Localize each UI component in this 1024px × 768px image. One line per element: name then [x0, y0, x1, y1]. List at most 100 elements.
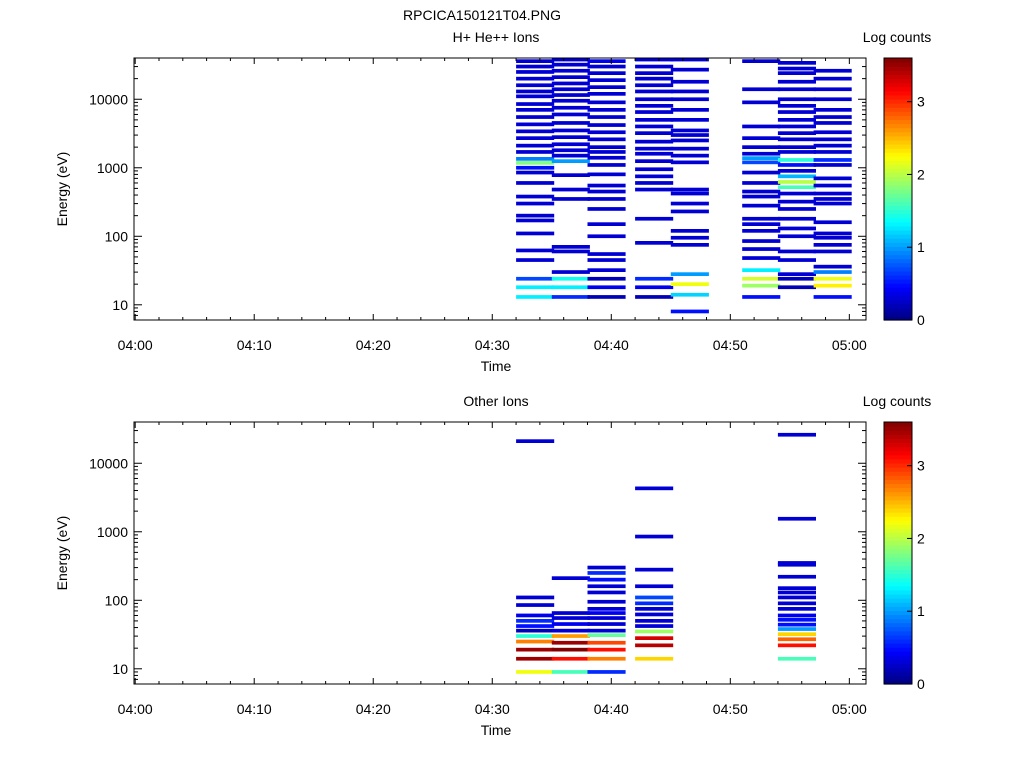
- colorbar-segment: [884, 131, 912, 137]
- heatmap-cell: [551, 647, 590, 652]
- heatmap-cell: [516, 613, 555, 618]
- heatmap-cell: [742, 229, 781, 233]
- colorbar-segment: [884, 565, 912, 570]
- heatmap-cell: [635, 534, 674, 539]
- colorbar-segment: [884, 462, 912, 468]
- colorbar-segment: [884, 479, 912, 484]
- heatmap-cell: [813, 68, 852, 73]
- heatmap-cell: [777, 627, 816, 631]
- heatmap-cell: [516, 276, 555, 281]
- colorbar-segment: [884, 209, 912, 215]
- heatmap-cell: [813, 87, 852, 92]
- x-tick-label: 04:40: [594, 701, 629, 717]
- heatmap-cell: [742, 145, 781, 149]
- heatmap-cell: [777, 613, 816, 618]
- heatmap-cell: [670, 128, 709, 133]
- heatmap-cell: [551, 249, 590, 254]
- heatmap-cell: [516, 157, 555, 161]
- x-tick-label: 04:00: [118, 701, 153, 717]
- panel-2: 04:00 04:10 04:20 04:30 04:40 04:50 05:0010100…: [54, 393, 931, 738]
- heatmap-cell: [587, 607, 626, 611]
- heatmap-cell: [635, 167, 674, 172]
- heatmap-cell: [635, 131, 674, 135]
- heatmap-cell: [551, 87, 590, 92]
- heatmap-cell: [742, 283, 781, 288]
- heatmap-cell: [670, 108, 709, 112]
- heatmap-cell: [777, 71, 816, 75]
- heatmap-cell: [742, 160, 781, 165]
- heatmap-cell: [777, 617, 816, 622]
- heatmap-cell: [551, 62, 590, 67]
- x-tick-label: 04:00: [118, 337, 153, 353]
- heatmap-cell: [516, 83, 555, 88]
- heatmap-cell: [777, 79, 816, 84]
- colorbar-segment: [884, 66, 912, 71]
- heatmap-cell: [670, 97, 709, 102]
- heatmap-cell: [742, 239, 781, 243]
- heatmap-cell: [551, 173, 590, 177]
- heatmap-cell: [813, 276, 852, 281]
- heatmap-cell: [635, 567, 674, 572]
- heatmap-cell: [587, 78, 626, 82]
- heatmap-cell: [742, 222, 781, 226]
- heatmap-cells: [516, 58, 852, 314]
- colorbar-segment: [884, 74, 912, 80]
- heatmap-cell: [516, 258, 555, 262]
- heatmap-cell: [516, 115, 555, 119]
- heatmap-cell: [516, 295, 555, 299]
- colorbar-segment: [884, 569, 912, 575]
- heatmap-cell: [813, 197, 852, 201]
- heatmap-cell: [516, 165, 555, 170]
- colorbar-segment: [884, 471, 912, 476]
- heatmap-cell: [516, 628, 555, 633]
- x-tick-label: 04:30: [475, 701, 510, 717]
- heatmap-cell: [777, 632, 816, 636]
- heatmap-cell: [670, 235, 709, 240]
- heatmap-cell: [587, 189, 626, 194]
- heatmap-cell: [635, 83, 674, 88]
- colorbar-segment: [884, 254, 912, 260]
- heatmap-cell: [587, 565, 626, 570]
- heatmap-cell: [551, 98, 590, 103]
- heatmap-cell: [551, 142, 590, 147]
- heatmap-cell: [742, 156, 781, 160]
- heatmap-cell: [777, 207, 816, 211]
- colorbar-segment: [884, 119, 912, 125]
- heatmap-cell: [777, 180, 816, 184]
- heatmap-cell: [742, 59, 781, 63]
- colorbar-segment: [884, 495, 912, 501]
- heatmap-cell: [670, 201, 709, 206]
- colorbar-segment: [884, 107, 912, 112]
- heatmap-cell: [670, 118, 709, 122]
- heatmap-cell: [635, 285, 674, 290]
- colorbar-segment: [884, 634, 912, 640]
- heatmap-cell: [635, 636, 674, 640]
- colorbar-segment: [884, 135, 912, 141]
- heatmap-cell: [813, 176, 852, 181]
- heatmap-cell: [635, 643, 674, 648]
- heatmap-cell: [587, 571, 626, 575]
- colorbar-segment: [884, 160, 912, 166]
- x-tick-label: 04:40: [594, 337, 629, 353]
- heatmap-cell: [635, 118, 674, 122]
- heatmap-cell: [777, 124, 816, 129]
- colorbar-segment: [884, 164, 912, 170]
- y-axis-label: Energy (eV): [54, 152, 70, 227]
- heatmap-cell: [587, 123, 626, 127]
- heatmap-cell: [516, 248, 555, 253]
- heatmap-cell: [742, 87, 781, 92]
- colorbar-segment: [884, 197, 912, 202]
- heatmap-cell: [813, 295, 852, 299]
- heatmap-cell: [516, 89, 555, 94]
- colorbar-segment: [884, 610, 912, 615]
- heatmap-cell: [587, 115, 626, 119]
- heatmap-cell: [635, 71, 674, 75]
- heatmap-cell: [587, 628, 626, 633]
- heatmap-cell: [670, 292, 709, 297]
- colorbar-segment: [884, 573, 912, 579]
- heatmap-cell: [777, 234, 816, 239]
- colorbar-segment: [884, 647, 912, 652]
- heatmap-cell: [635, 601, 674, 606]
- colorbar-segment: [884, 225, 912, 231]
- heatmap-cell: [777, 199, 816, 204]
